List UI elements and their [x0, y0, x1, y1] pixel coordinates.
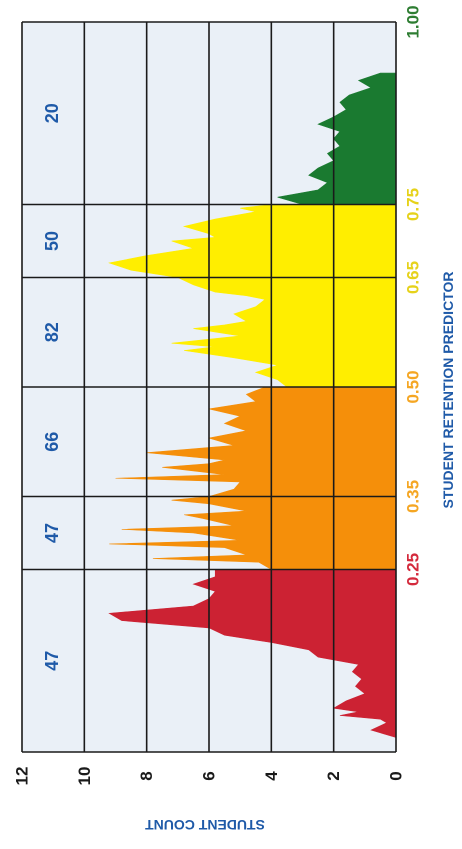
- x-axis-label: STUDENT RETENTION PREDICTOR: [440, 272, 456, 509]
- y-tick-label: 4: [262, 771, 281, 781]
- band-count-label: 50: [42, 231, 62, 251]
- x-tick-label: 0.75: [404, 188, 423, 221]
- band-count-label: 47: [42, 651, 62, 671]
- series-area-4: [277, 72, 397, 205]
- x-tick-label: 1.00: [404, 5, 423, 38]
- series-area-1: [108, 569, 397, 738]
- y-tick-label: 10: [75, 767, 94, 786]
- x-tick-label: 0.65: [404, 261, 423, 294]
- grid-lines: [21, 21, 397, 753]
- band-count-label: 20: [42, 103, 62, 123]
- band-count-labels: 47 47 66 82 50 20: [42, 103, 62, 671]
- series-areas: [108, 72, 397, 738]
- band-count-label: 82: [42, 322, 62, 342]
- y-tick-label: 8: [137, 771, 156, 780]
- band-count-label: 47: [42, 523, 62, 543]
- x-tick-label: 0.25: [404, 553, 423, 586]
- y-tick-label: 0: [387, 771, 406, 780]
- y-tick-label: 12: [13, 767, 32, 786]
- y-tick-labels: 0 2 4 6 8 10 12: [13, 767, 406, 786]
- y-axis-label: STUDENT COUNT: [145, 817, 265, 833]
- x-tick-label: 0.35: [404, 480, 423, 513]
- series-area-2: [109, 386, 397, 570]
- x-tick-label: 0.50: [404, 370, 423, 403]
- x-tick-labels: 0.25 0.35 0.50 0.65 0.75 1.00: [404, 5, 423, 586]
- band-count-label: 66: [42, 432, 62, 452]
- y-tick-label: 6: [200, 771, 219, 780]
- y-tick-label: 2: [324, 771, 343, 780]
